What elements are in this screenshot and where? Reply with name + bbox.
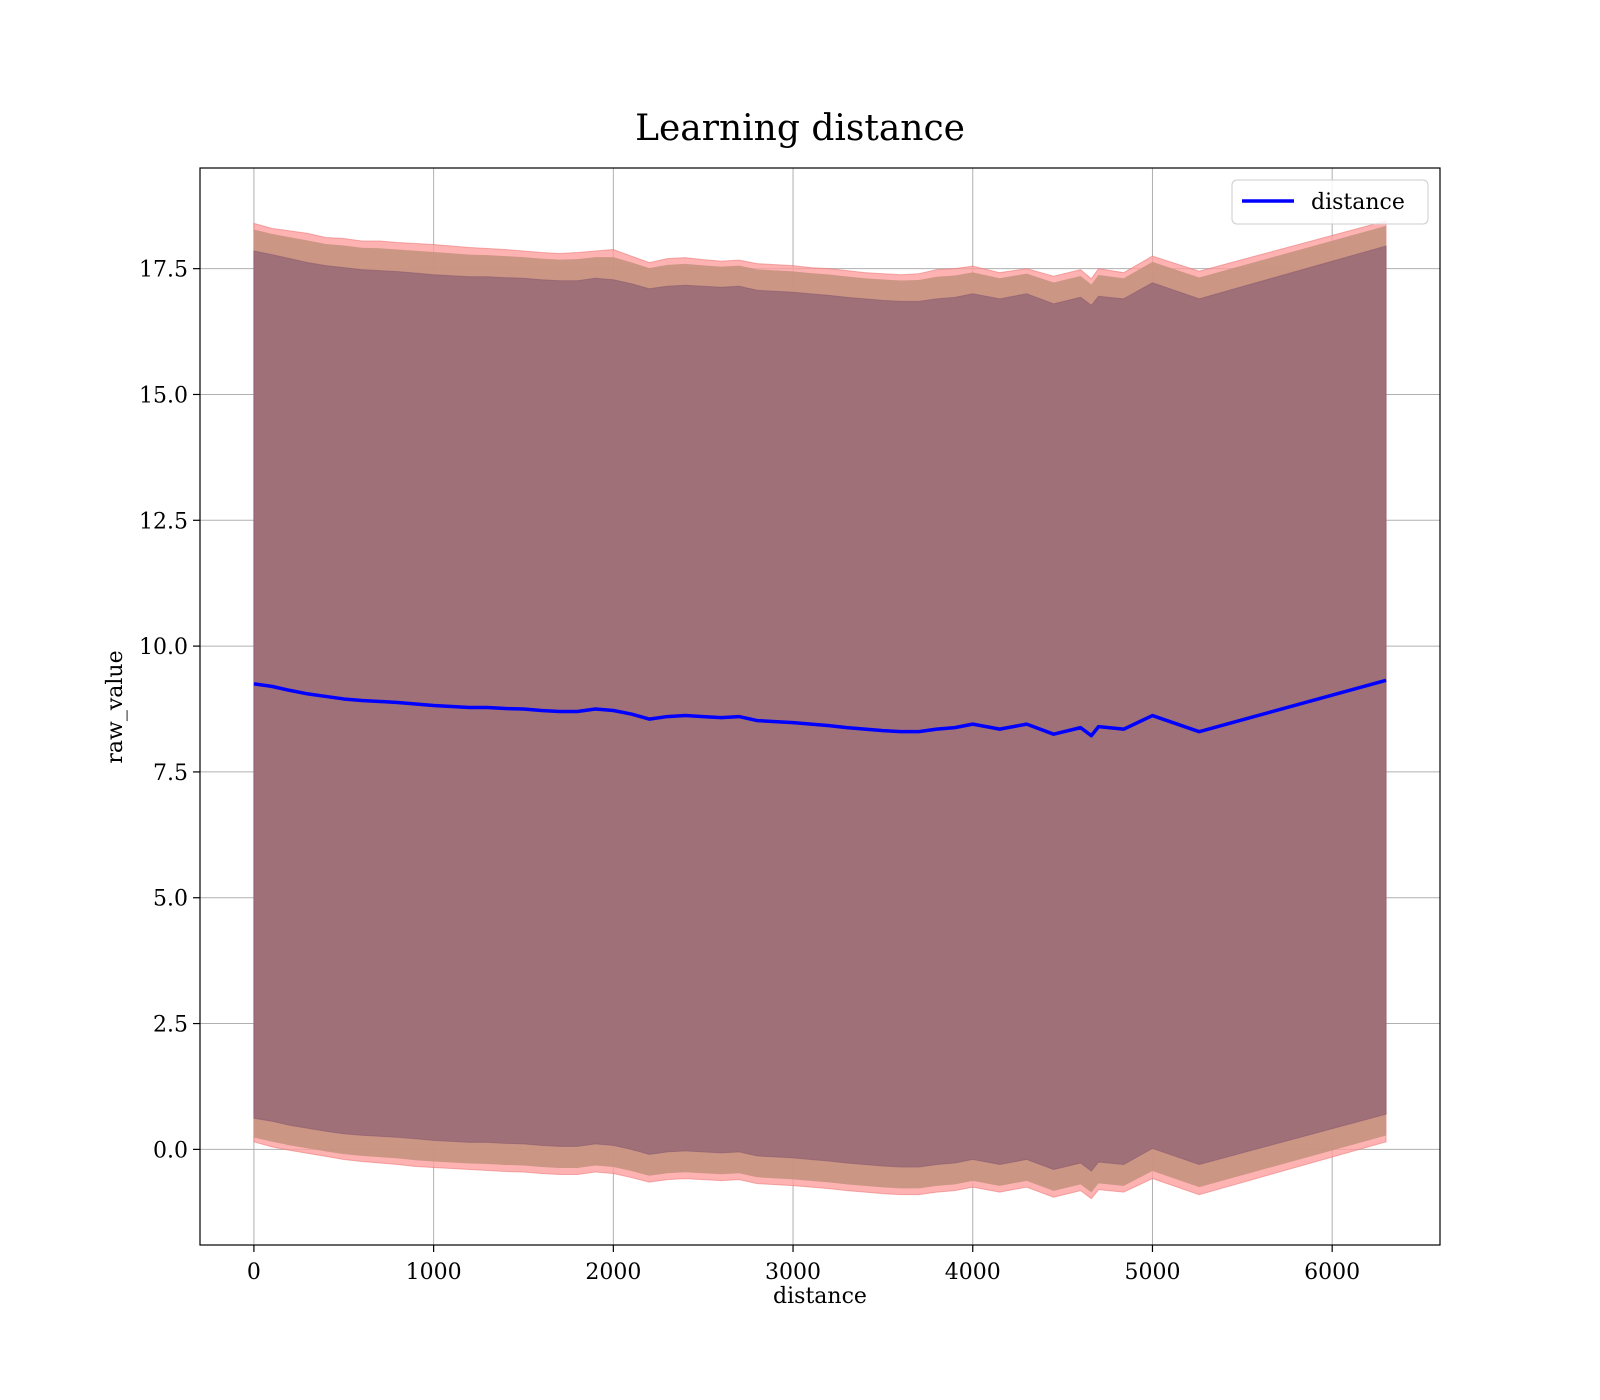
y-tick-label: 7.5 [153, 761, 188, 786]
bands [253, 220, 1387, 1200]
x-tick-label: 0 [247, 1260, 261, 1285]
band-inner [253, 245, 1387, 1172]
series-line-distance [253, 678, 1387, 738]
y-tick-label: 12.5 [139, 509, 188, 534]
legend-label-distance: distance [1311, 190, 1405, 215]
x-tick-label: 4000 [945, 1260, 1001, 1285]
series-layer [253, 678, 1387, 738]
x-tick-label: 5000 [1124, 1260, 1180, 1285]
y-axis: 0.0 2.5 5.0 7.5 10.0 12.5 15.0 17.5 [139, 258, 200, 1163]
plot-frame [199, 167, 1441, 1246]
legend: distance [1231, 179, 1429, 225]
x-axis: 0 1000 2000 3000 4000 5000 6000 [247, 1245, 1360, 1285]
legend-box [1231, 179, 1429, 225]
y-tick-label: 17.5 [139, 258, 188, 283]
x-tick-label: 6000 [1304, 1260, 1360, 1285]
y-tick-label: 2.5 [153, 1013, 188, 1038]
y-tick-label: 10.0 [139, 635, 188, 660]
y-tick-label: 0.0 [153, 1138, 188, 1163]
y-tick-label: 15.0 [139, 383, 188, 408]
x-tick-label: 2000 [585, 1260, 641, 1285]
x-tick-label: 1000 [406, 1260, 462, 1285]
x-axis-label: distance [773, 1284, 867, 1309]
y-axis-label: raw_value [103, 650, 128, 763]
y-tick-label: 5.0 [153, 887, 188, 912]
x-tick-label: 3000 [765, 1260, 821, 1285]
chart-title: Learning distance [635, 108, 965, 149]
